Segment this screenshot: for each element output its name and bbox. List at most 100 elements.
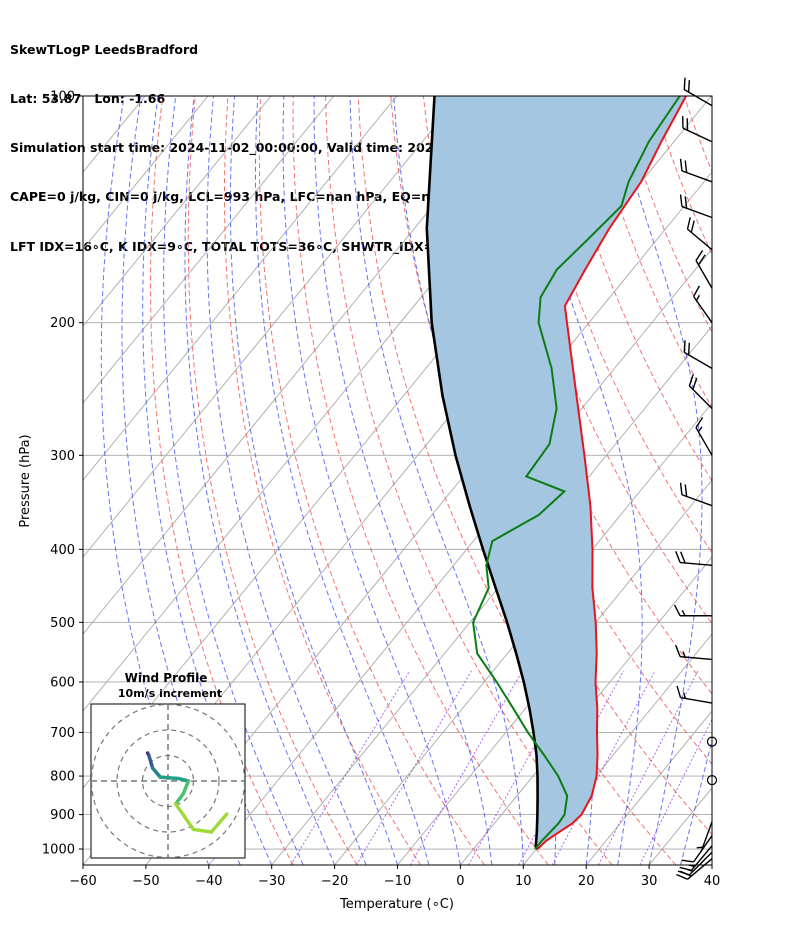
wind-barb-staff bbox=[687, 228, 713, 251]
wind-barb-staff bbox=[680, 696, 713, 704]
wind-barb-flag bbox=[684, 484, 688, 497]
wind-barb-flag bbox=[681, 610, 686, 617]
x-tick-label: −20 bbox=[321, 874, 348, 889]
moist-adiabat bbox=[518, 96, 643, 865]
dry-adiabat bbox=[618, 96, 712, 334]
wind-barb bbox=[673, 604, 712, 617]
hodograph-rings bbox=[91, 704, 245, 858]
wind-barb-flag bbox=[696, 846, 703, 849]
dewpoint-line bbox=[472, 96, 681, 850]
wind-barb-flag bbox=[673, 604, 681, 617]
hodograph-title: Wind Profile bbox=[125, 671, 208, 685]
wind-barb-staff bbox=[682, 127, 713, 143]
x-axis-ticks: −60 −50 −40 −30 −20 −10 0 10 20 30 40 bbox=[69, 865, 720, 889]
wind-barb-staff bbox=[687, 858, 713, 880]
wind-barb-staff bbox=[680, 561, 713, 567]
mixing-ratio-line bbox=[518, 670, 625, 865]
x-tick-label: 40 bbox=[704, 874, 721, 889]
hodograph-segment bbox=[191, 827, 214, 834]
hodograph-subtitle: 10m/s increment bbox=[118, 687, 222, 700]
wind-barb-staff bbox=[695, 260, 713, 289]
moist-adiabat bbox=[229, 96, 398, 865]
wind-barb-flag bbox=[679, 866, 692, 871]
wind-barb-flag bbox=[684, 160, 688, 173]
isotherm-line bbox=[83, 96, 272, 327]
wind-barb-flag bbox=[687, 342, 691, 355]
wind-barb-flag bbox=[676, 873, 688, 880]
wind-barb-staff bbox=[681, 170, 713, 183]
moist-adiabat bbox=[610, 96, 703, 865]
wind-barb-flag bbox=[695, 417, 704, 428]
wind-barb-flag bbox=[688, 374, 694, 387]
dry-adiabat bbox=[650, 96, 712, 256]
x-tick-label: −30 bbox=[258, 874, 285, 889]
moist-adiabat bbox=[142, 96, 273, 865]
isotherm-line bbox=[83, 96, 461, 558]
moist-adiabat bbox=[255, 96, 430, 865]
parcel-path-line bbox=[425, 96, 539, 850]
wind-barb bbox=[693, 285, 713, 324]
wind-barb-flag bbox=[683, 340, 686, 353]
y-axis-label: Pressure (hPa) bbox=[18, 434, 33, 527]
y-tick-label: 400 bbox=[50, 543, 75, 558]
x-tick-label: −40 bbox=[195, 874, 222, 889]
x-axis-label: Temperature (∘C) bbox=[339, 897, 454, 912]
wind-barb-flag bbox=[679, 482, 683, 495]
wind-barb-flag bbox=[697, 254, 706, 266]
isotherm-line bbox=[585, 710, 712, 865]
wind-barb-flag bbox=[676, 685, 682, 698]
x-tick-label: −10 bbox=[384, 874, 411, 889]
dry-adiabat bbox=[520, 96, 712, 554]
wind-barb-flag bbox=[680, 551, 686, 564]
mixing-ratio-line bbox=[409, 670, 523, 865]
x-tick-label: 10 bbox=[515, 874, 532, 889]
mixing-ratio-line bbox=[355, 670, 473, 865]
isotherm-line bbox=[83, 96, 523, 635]
y-tick-label: 500 bbox=[50, 616, 75, 631]
dry-adiabat bbox=[149, 96, 294, 865]
isotherm-line bbox=[83, 96, 209, 250]
wind-barb-flag bbox=[675, 551, 681, 563]
wind-barb bbox=[676, 685, 713, 704]
dry-adiabat bbox=[258, 96, 485, 865]
wind-barb-flag bbox=[695, 250, 704, 261]
wind-barb bbox=[679, 194, 713, 219]
wind-barb-staff bbox=[683, 351, 713, 370]
wind-barb bbox=[686, 217, 713, 251]
wind-barb-staff bbox=[693, 296, 713, 324]
isotherm-line bbox=[522, 633, 712, 865]
isotherm-line bbox=[648, 787, 712, 865]
hodograph-inset: Wind Profile 10m/s increment bbox=[90, 671, 246, 859]
wind-barb bbox=[679, 482, 713, 507]
wind-barb-staff bbox=[695, 427, 713, 456]
wind-barb-staff bbox=[688, 385, 713, 409]
hodograph-ring bbox=[116, 729, 220, 833]
chart-title: SkewTLogP LeedsBradford bbox=[10, 41, 199, 57]
hodograph-segment bbox=[147, 753, 155, 770]
mixing-ratio-line bbox=[290, 670, 411, 865]
y-tick-label: 800 bbox=[50, 770, 75, 785]
wind-barbs bbox=[673, 77, 718, 880]
wind-barb-flag bbox=[695, 294, 701, 301]
dry-adiabat bbox=[717, 96, 794, 865]
x-tick-label: −50 bbox=[132, 874, 159, 889]
wind-barb bbox=[696, 821, 713, 853]
dry-adiabat bbox=[749, 96, 794, 865]
isotherm-line bbox=[83, 96, 335, 404]
y-tick-label: 1000 bbox=[42, 843, 75, 858]
wind-barb-staff bbox=[688, 851, 713, 876]
y-tick-label: 700 bbox=[50, 726, 75, 741]
location-line: Lat: 53.87 Lon: -1.66 bbox=[10, 91, 166, 107]
dry-adiabat bbox=[585, 96, 712, 409]
wind-barb-staff bbox=[681, 494, 713, 507]
wind-barb bbox=[679, 158, 713, 183]
dry-adiabat bbox=[224, 96, 422, 865]
dry-adiabat bbox=[488, 96, 712, 625]
isotherm-line bbox=[334, 402, 712, 865]
wind-barb-flag bbox=[679, 158, 683, 171]
hodograph-segment bbox=[173, 792, 186, 806]
hodograph-segment bbox=[150, 766, 163, 779]
isotherm-line bbox=[145, 171, 712, 865]
wind-barb bbox=[688, 374, 713, 409]
